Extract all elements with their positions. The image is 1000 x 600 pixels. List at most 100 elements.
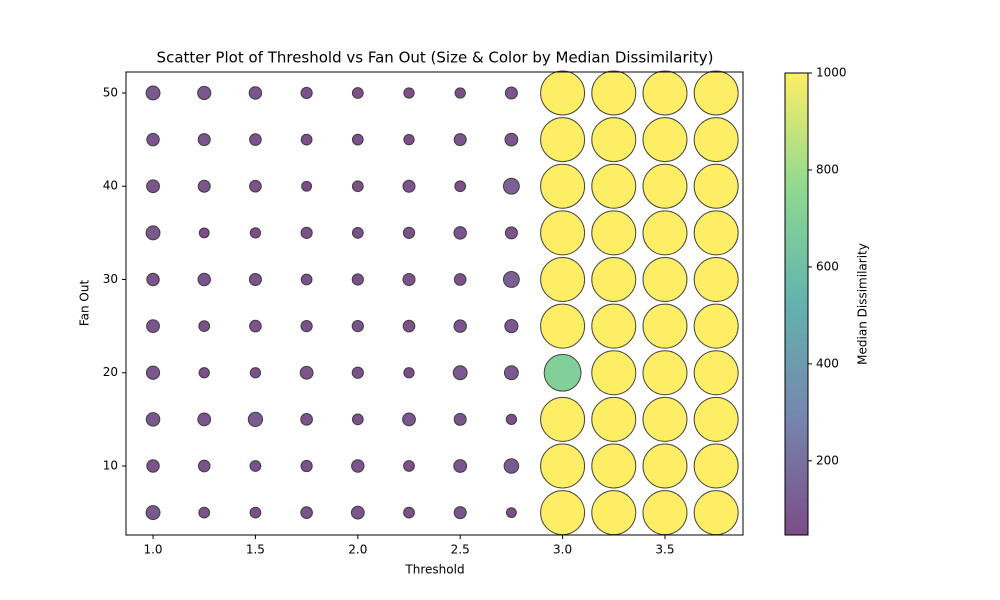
point bbox=[454, 180, 467, 193]
point bbox=[540, 117, 586, 163]
point bbox=[452, 365, 468, 381]
point bbox=[351, 366, 364, 379]
y-tick-label: 40 bbox=[103, 179, 118, 193]
point bbox=[693, 443, 739, 489]
colorbar-tick-label: 1000 bbox=[816, 66, 847, 80]
x-axis-label: Threshold bbox=[404, 563, 464, 577]
point bbox=[591, 443, 637, 489]
point bbox=[146, 459, 160, 473]
point bbox=[693, 210, 739, 256]
point bbox=[502, 177, 520, 195]
point bbox=[543, 353, 582, 392]
point bbox=[402, 319, 416, 333]
colorbar-label: Median Dissimilarity bbox=[856, 243, 870, 365]
colorbar-tick-label: 200 bbox=[816, 453, 839, 467]
point bbox=[249, 506, 262, 519]
point bbox=[591, 303, 637, 349]
point bbox=[197, 85, 212, 101]
y-axis-label: Fan Out bbox=[78, 280, 92, 327]
point bbox=[402, 272, 416, 287]
point bbox=[642, 163, 688, 209]
point bbox=[503, 458, 520, 474]
point bbox=[453, 273, 467, 286]
y-tick-label: 30 bbox=[103, 272, 118, 286]
point bbox=[300, 133, 313, 146]
point bbox=[300, 459, 313, 473]
point bbox=[403, 506, 415, 519]
point bbox=[247, 411, 264, 427]
point bbox=[146, 132, 160, 147]
x-tick-label: 2.5 bbox=[451, 543, 470, 557]
point bbox=[453, 506, 467, 520]
y-tick-label: 10 bbox=[103, 458, 118, 472]
point bbox=[503, 365, 519, 381]
point bbox=[540, 256, 586, 302]
point bbox=[197, 179, 211, 193]
colorbar bbox=[785, 73, 808, 535]
point bbox=[693, 163, 739, 209]
point bbox=[300, 226, 313, 239]
point bbox=[642, 210, 688, 256]
point bbox=[540, 163, 586, 209]
x-tick-label: 2.0 bbox=[348, 543, 367, 557]
point bbox=[642, 443, 688, 489]
point bbox=[504, 86, 518, 100]
point bbox=[693, 303, 739, 349]
point bbox=[693, 350, 739, 396]
point bbox=[453, 412, 467, 426]
point bbox=[351, 459, 365, 473]
point bbox=[504, 319, 519, 334]
point bbox=[693, 490, 739, 536]
point bbox=[591, 117, 637, 163]
point bbox=[540, 443, 586, 489]
point bbox=[351, 226, 364, 239]
point bbox=[591, 490, 637, 536]
x-tick-label: 3.5 bbox=[655, 543, 674, 557]
point bbox=[642, 490, 688, 536]
point bbox=[402, 226, 416, 239]
point bbox=[403, 367, 415, 379]
point bbox=[453, 459, 468, 473]
point bbox=[350, 505, 365, 520]
point bbox=[249, 227, 262, 239]
point bbox=[540, 210, 586, 256]
point bbox=[351, 180, 364, 193]
point bbox=[198, 506, 211, 519]
point bbox=[300, 320, 313, 333]
chart-title: Scatter Plot of Threshold vs Fan Out (Si… bbox=[157, 49, 714, 67]
point bbox=[197, 133, 211, 147]
point bbox=[504, 132, 519, 147]
point bbox=[693, 70, 739, 116]
colorbar-tick-label: 400 bbox=[816, 356, 839, 370]
point bbox=[145, 412, 161, 427]
point bbox=[540, 303, 586, 349]
point bbox=[454, 87, 466, 99]
point bbox=[351, 133, 364, 146]
point bbox=[197, 412, 212, 427]
point bbox=[198, 227, 210, 239]
point bbox=[351, 273, 364, 286]
point bbox=[249, 367, 262, 379]
point bbox=[642, 303, 688, 349]
point bbox=[642, 70, 688, 116]
point bbox=[453, 319, 467, 333]
colorbar-frame bbox=[784, 72, 809, 536]
point bbox=[591, 256, 637, 302]
point bbox=[540, 70, 586, 116]
y-tick-label: 50 bbox=[103, 85, 118, 99]
point bbox=[248, 86, 263, 100]
point bbox=[145, 85, 161, 101]
point bbox=[540, 490, 586, 536]
point bbox=[642, 350, 688, 396]
point bbox=[591, 70, 637, 116]
point bbox=[502, 271, 520, 288]
point bbox=[197, 459, 211, 473]
point bbox=[540, 396, 586, 442]
point bbox=[403, 87, 415, 99]
point bbox=[403, 460, 415, 472]
point bbox=[198, 367, 210, 379]
point bbox=[504, 226, 518, 240]
point bbox=[145, 365, 161, 380]
point bbox=[146, 272, 160, 287]
point bbox=[505, 507, 517, 519]
